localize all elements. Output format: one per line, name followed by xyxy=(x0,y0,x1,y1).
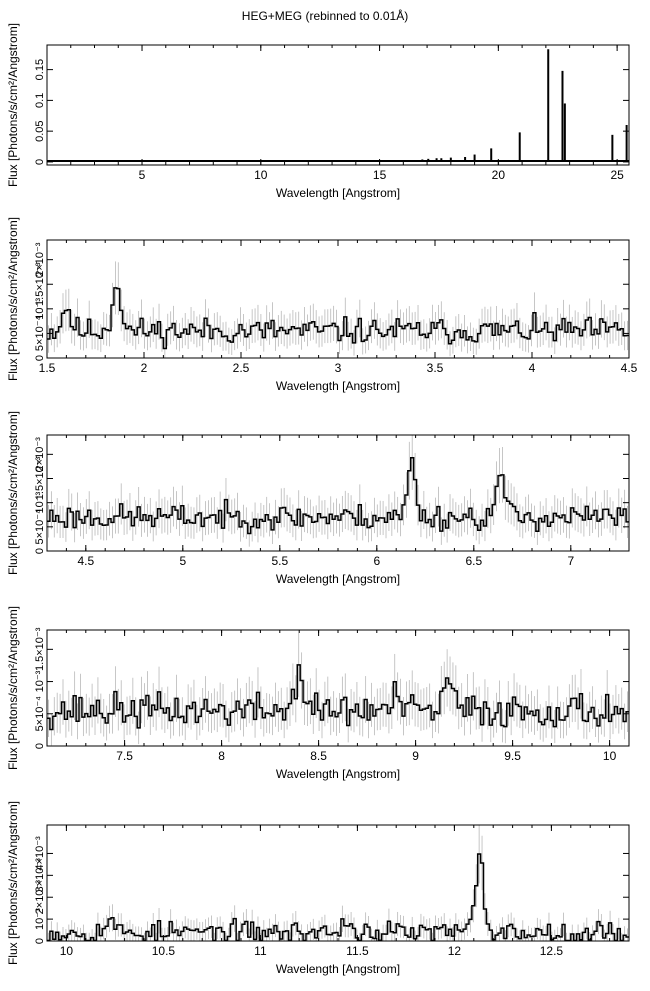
y-tick-label: 0 xyxy=(34,355,46,361)
x-tick-label: 4.5 xyxy=(621,361,638,375)
y-axis-label: Flux [Photons/s/cm²/Angstrom] xyxy=(6,23,20,187)
y-tick-label: 2×10⁻³ xyxy=(34,437,46,472)
y-tick-label: 0 xyxy=(34,743,46,749)
y-tick-label: 1.5×10⁻³ xyxy=(34,262,46,306)
spectrum-step xyxy=(47,853,629,941)
x-axis-label: Wavelength [Angstrom] xyxy=(276,379,400,393)
y-tick-label: 10⁻³ xyxy=(34,298,46,320)
x-tick-label: 9 xyxy=(412,749,419,763)
y-axis-label: Flux [Photons/s/cm²/Angstrom] xyxy=(6,801,20,965)
panel-5: 10 10.5 11 11.5 12 12.5 0 10⁻³2×10⁻³3×10⁻³4×10⁻… xyxy=(6,801,630,976)
y-tick-label: 10⁻³ xyxy=(34,908,46,930)
x-tick-label: 8.5 xyxy=(310,749,327,763)
y-tick-label: 0.05 xyxy=(34,120,46,141)
y-tick-label: 0.15 xyxy=(34,59,46,80)
y-tick-label: 0 xyxy=(34,938,46,944)
chart-title: HEG+MEG (rebinned to 0.01Å) xyxy=(241,9,409,23)
x-tick-label: 12.5 xyxy=(540,944,564,958)
x-axis-label: Wavelength [Angstrom] xyxy=(276,767,400,781)
spectrum-step xyxy=(47,664,629,731)
x-tick-label: 3.5 xyxy=(427,361,444,375)
x-tick-label: 4.5 xyxy=(77,554,94,568)
plot-area xyxy=(47,632,629,746)
x-tick-label: 5 xyxy=(139,168,146,182)
plot-area xyxy=(47,49,629,162)
x-tick-label: 5.5 xyxy=(271,554,288,568)
y-tick-label: 10⁻³ xyxy=(34,491,46,513)
plot-frame xyxy=(46,434,630,552)
y-tick-label: 2×10⁻³ xyxy=(34,242,46,277)
panel-2: 1.5 2 2.5 3 3.5 4 4.5 0 5×10⁻⁴10⁻³1.5×10⁻³2×10⁻³… xyxy=(6,217,638,393)
y-tick-label: 3×10⁻³ xyxy=(34,858,46,893)
y-tick-label: 5×10⁻⁴ xyxy=(34,509,46,545)
x-tick-label: 6 xyxy=(373,554,380,568)
y-tick-label: 0 xyxy=(34,159,46,165)
x-tick-label: 8 xyxy=(218,749,225,763)
x-tick-label: 11.5 xyxy=(346,944,369,958)
spectrum-step xyxy=(47,456,629,535)
plot-frame xyxy=(46,629,630,747)
x-tick-label: 2 xyxy=(141,361,148,375)
plot-area xyxy=(47,825,629,941)
x-tick-label: 25 xyxy=(610,168,624,182)
y-tick-label: 1.5×10⁻³ xyxy=(34,456,46,500)
x-tick-label: 9.5 xyxy=(504,749,521,763)
x-tick-label: 10.5 xyxy=(152,944,176,958)
x-tick-label: 11 xyxy=(254,944,267,958)
spectrum-step xyxy=(47,287,629,350)
panel-4: 7.5 8 8.5 9 9.5 10 0 5×10⁻⁴ 10⁻³1.5×10⁻³ Waveleng… xyxy=(6,606,630,781)
x-tick-label: 5 xyxy=(179,554,186,568)
x-tick-label: 10 xyxy=(603,749,617,763)
plot-area xyxy=(47,435,629,547)
y-tick-label: 0.1 xyxy=(34,93,46,108)
plot-area xyxy=(47,261,629,358)
x-tick-label: 7 xyxy=(567,554,574,568)
x-tick-label: 10 xyxy=(254,168,268,182)
x-axis-label: Wavelength [Angstrom] xyxy=(276,962,400,976)
y-tick-label: 5×10⁻⁴ xyxy=(34,315,46,351)
plot-frame xyxy=(46,824,630,942)
y-tick-label: 0 xyxy=(34,548,46,554)
x-tick-label: 12 xyxy=(448,944,462,958)
y-axis-label: Flux [Photons/s/cm²/Angstrom] xyxy=(6,217,20,381)
x-tick-label: 3 xyxy=(335,361,342,375)
x-tick-label: 1.5 xyxy=(39,361,56,375)
x-tick-label: 20 xyxy=(492,168,506,182)
plot-frame xyxy=(46,44,630,166)
panel-1: 5 10 15 20 25 0 0.05 0.1 0.15 Wavelength [Angstro… xyxy=(6,23,630,200)
x-tick-label: 7.5 xyxy=(116,749,133,763)
x-tick-label: 15 xyxy=(373,168,387,182)
y-tick-label: 4×10⁻³ xyxy=(34,836,46,871)
x-tick-label: 2.5 xyxy=(233,361,250,375)
x-axis-label: Wavelength [Angstrom] xyxy=(276,572,400,586)
y-tick-label: 5×10⁻⁴ xyxy=(34,696,46,732)
x-axis-label: Wavelength [Angstrom] xyxy=(276,186,400,200)
y-tick-label: 10⁻³ xyxy=(34,670,46,692)
panel-3: 4.5 5 5.5 6 6.5 7 0 5×10⁻⁴10⁻³1.5×10⁻³2×10⁻³ Wav… xyxy=(6,411,630,586)
y-axis-label: Flux [Photons/s/cm²/Angstrom] xyxy=(6,606,20,770)
x-tick-label: 4 xyxy=(529,361,536,375)
y-tick-label: 2×10⁻³ xyxy=(34,880,46,915)
x-tick-label: 10 xyxy=(60,944,74,958)
y-tick-label: 1.5×10⁻³ xyxy=(34,627,46,671)
y-axis-label: Flux [Photons/s/cm²/Angstrom] xyxy=(6,411,20,575)
x-tick-label: 6.5 xyxy=(465,554,482,568)
